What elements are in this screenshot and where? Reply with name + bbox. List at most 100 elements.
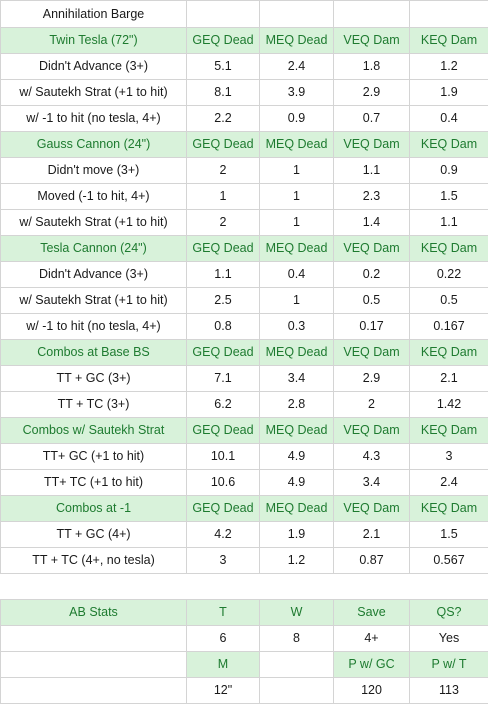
column-header[interactable]: KEQ Dam: [409, 417, 488, 444]
stats-value[interactable]: 12": [186, 677, 260, 704]
value-cell[interactable]: 0.3: [259, 313, 334, 340]
value-cell[interactable]: 4.2: [186, 521, 260, 548]
value-cell[interactable]: 1: [259, 157, 334, 184]
column-header[interactable]: GEQ Dead: [186, 339, 260, 366]
column-header[interactable]: VEQ Dam: [333, 27, 410, 54]
value-cell[interactable]: 10.6: [186, 469, 260, 496]
empty-cell[interactable]: [409, 573, 488, 600]
column-header[interactable]: VEQ Dam: [333, 131, 410, 158]
stats-header[interactable]: T: [186, 599, 260, 626]
value-cell[interactable]: 2.2: [186, 105, 260, 132]
value-cell[interactable]: 7.1: [186, 365, 260, 392]
row-label[interactable]: TT+ GC (+1 to hit): [0, 443, 187, 470]
empty-cell[interactable]: [0, 573, 187, 600]
value-cell[interactable]: 2: [333, 391, 410, 418]
value-cell[interactable]: 0.22: [409, 261, 488, 288]
value-cell[interactable]: 3.9: [259, 79, 334, 106]
value-cell[interactable]: 8.1: [186, 79, 260, 106]
empty-cell[interactable]: [0, 625, 187, 652]
empty-cell[interactable]: [0, 677, 187, 704]
value-cell[interactable]: 0.4: [409, 105, 488, 132]
column-header[interactable]: KEQ Dam: [409, 235, 488, 262]
stats-value[interactable]: Yes: [409, 625, 488, 652]
row-label[interactable]: w/ Sautekh Strat (+1 to hit): [0, 209, 187, 236]
column-header[interactable]: GEQ Dead: [186, 495, 260, 522]
stats-value[interactable]: 120: [333, 677, 410, 704]
empty-cell[interactable]: [186, 573, 260, 600]
column-header[interactable]: KEQ Dam: [409, 27, 488, 54]
column-header[interactable]: VEQ Dam: [333, 339, 410, 366]
column-header[interactable]: MEQ Dead: [259, 131, 334, 158]
column-header[interactable]: MEQ Dead: [259, 495, 334, 522]
value-cell[interactable]: 2.9: [333, 79, 410, 106]
value-cell[interactable]: 0.9: [259, 105, 334, 132]
stats-header[interactable]: QS?: [409, 599, 488, 626]
value-cell[interactable]: 3: [186, 547, 260, 574]
row-label[interactable]: w/ Sautekh Strat (+1 to hit): [0, 287, 187, 314]
value-cell[interactable]: 0.5: [333, 287, 410, 314]
value-cell[interactable]: 1.42: [409, 391, 488, 418]
column-header[interactable]: VEQ Dam: [333, 495, 410, 522]
value-cell[interactable]: 1.9: [259, 521, 334, 548]
sheet-title[interactable]: Annihilation Barge: [0, 0, 187, 28]
row-label[interactable]: Moved (-1 to hit, 4+): [0, 183, 187, 210]
column-header[interactable]: MEQ Dead: [259, 235, 334, 262]
stats-value[interactable]: 113: [409, 677, 488, 704]
stats-label[interactable]: AB Stats: [0, 599, 187, 626]
row-label[interactable]: w/ -1 to hit (no tesla, 4+): [0, 105, 187, 132]
row-label[interactable]: TT + TC (3+): [0, 391, 187, 418]
column-header[interactable]: KEQ Dam: [409, 131, 488, 158]
value-cell[interactable]: 6.2: [186, 391, 260, 418]
section-header[interactable]: Gauss Cannon (24"): [0, 131, 187, 158]
value-cell[interactable]: 2.8: [259, 391, 334, 418]
value-cell[interactable]: 1.8: [333, 53, 410, 80]
value-cell[interactable]: 0.87: [333, 547, 410, 574]
column-header[interactable]: GEQ Dead: [186, 235, 260, 262]
row-label[interactable]: w/ -1 to hit (no tesla, 4+): [0, 313, 187, 340]
column-header[interactable]: MEQ Dead: [259, 417, 334, 444]
value-cell[interactable]: 2.5: [186, 287, 260, 314]
value-cell[interactable]: 1.2: [409, 53, 488, 80]
value-cell[interactable]: 1.9: [409, 79, 488, 106]
value-cell[interactable]: 10.1: [186, 443, 260, 470]
column-header[interactable]: GEQ Dead: [186, 417, 260, 444]
value-cell[interactable]: 0.17: [333, 313, 410, 340]
stats-value[interactable]: 6: [186, 625, 260, 652]
value-cell[interactable]: 5.1: [186, 53, 260, 80]
value-cell[interactable]: 2.4: [409, 469, 488, 496]
value-cell[interactable]: 2.3: [333, 183, 410, 210]
row-label[interactable]: Didn't Advance (3+): [0, 53, 187, 80]
value-cell[interactable]: 1: [259, 287, 334, 314]
value-cell[interactable]: 4.9: [259, 469, 334, 496]
section-header[interactable]: Combos w/ Sautekh Strat: [0, 417, 187, 444]
empty-cell[interactable]: [0, 651, 187, 678]
value-cell[interactable]: 2.4: [259, 53, 334, 80]
value-cell[interactable]: 0.9: [409, 157, 488, 184]
value-cell[interactable]: 2: [186, 209, 260, 236]
value-cell[interactable]: 1.5: [409, 521, 488, 548]
value-cell[interactable]: 3: [409, 443, 488, 470]
row-label[interactable]: Didn't Advance (3+): [0, 261, 187, 288]
stats-value[interactable]: 8: [259, 625, 334, 652]
value-cell[interactable]: 0.2: [333, 261, 410, 288]
stats-header[interactable]: M: [186, 651, 260, 678]
value-cell[interactable]: 2.1: [333, 521, 410, 548]
section-header[interactable]: Combos at -1: [0, 495, 187, 522]
empty-cell[interactable]: [409, 0, 488, 28]
value-cell[interactable]: 2.1: [409, 365, 488, 392]
column-header[interactable]: MEQ Dead: [259, 339, 334, 366]
value-cell[interactable]: 0.7: [333, 105, 410, 132]
value-cell[interactable]: 1.1: [186, 261, 260, 288]
value-cell[interactable]: 0.167: [409, 313, 488, 340]
value-cell[interactable]: 0.567: [409, 547, 488, 574]
column-header[interactable]: VEQ Dam: [333, 417, 410, 444]
value-cell[interactable]: 2.9: [333, 365, 410, 392]
row-label[interactable]: TT + TC (4+, no tesla): [0, 547, 187, 574]
value-cell[interactable]: 4.9: [259, 443, 334, 470]
stats-header[interactable]: [259, 651, 334, 678]
section-header[interactable]: Tesla Cannon (24"): [0, 235, 187, 262]
empty-cell[interactable]: [259, 0, 334, 28]
stats-value[interactable]: 4+: [333, 625, 410, 652]
value-cell[interactable]: 1: [259, 209, 334, 236]
value-cell[interactable]: 1.1: [333, 157, 410, 184]
